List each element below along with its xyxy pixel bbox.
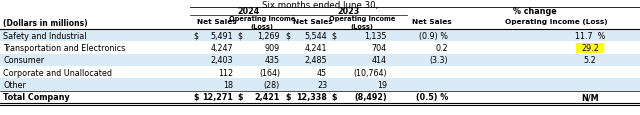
Text: 4,247: 4,247 <box>211 44 233 53</box>
Text: 29.2: 29.2 <box>581 44 599 53</box>
Text: Six months ended June 30,: Six months ended June 30, <box>262 1 378 10</box>
Text: $: $ <box>331 93 337 102</box>
Text: 909: 909 <box>265 44 280 53</box>
Text: % change: % change <box>513 7 557 16</box>
Text: (164): (164) <box>259 68 280 77</box>
Text: $: $ <box>193 32 198 40</box>
Text: (0.9) %: (0.9) % <box>419 32 448 40</box>
Text: (10,764): (10,764) <box>353 68 387 77</box>
Text: 112: 112 <box>218 68 233 77</box>
Text: $: $ <box>285 93 291 102</box>
Text: (3.3): (3.3) <box>429 56 448 65</box>
Text: 2,403: 2,403 <box>211 56 233 65</box>
Text: 23: 23 <box>317 80 327 89</box>
Text: 2,421: 2,421 <box>255 93 280 102</box>
Text: 414: 414 <box>372 56 387 65</box>
Bar <box>0 54 640 66</box>
Text: 5.2: 5.2 <box>584 56 596 65</box>
Text: (28): (28) <box>264 80 280 89</box>
Text: Consumer: Consumer <box>3 56 44 65</box>
Text: Total Company: Total Company <box>3 93 70 102</box>
Text: Safety and Industrial: Safety and Industrial <box>3 32 86 40</box>
Text: Net Sales: Net Sales <box>412 19 452 25</box>
Text: 11.7  %: 11.7 % <box>575 32 605 40</box>
Text: 1,135: 1,135 <box>365 32 387 40</box>
Text: $: $ <box>331 32 336 40</box>
Text: 435: 435 <box>265 56 280 65</box>
Text: Transportation and Electronics: Transportation and Electronics <box>3 44 125 53</box>
Text: (Dollars in millions): (Dollars in millions) <box>3 19 88 27</box>
Text: N/M: N/M <box>581 93 599 102</box>
Text: Corporate and Unallocated: Corporate and Unallocated <box>3 68 112 77</box>
Text: 12,338: 12,338 <box>296 93 327 102</box>
Text: Operating Income
(Loss): Operating Income (Loss) <box>229 16 295 30</box>
Bar <box>0 1 640 30</box>
Text: (8,492): (8,492) <box>355 93 387 102</box>
Text: 0.2: 0.2 <box>435 44 448 53</box>
Bar <box>0 30 640 42</box>
Text: 2023: 2023 <box>337 7 359 16</box>
Text: Operating Income
(Loss): Operating Income (Loss) <box>329 16 395 30</box>
Bar <box>576 43 604 53</box>
Text: 2024: 2024 <box>237 7 259 16</box>
Bar <box>0 66 640 79</box>
Bar <box>0 91 640 103</box>
Text: $: $ <box>285 32 290 40</box>
Text: $: $ <box>237 32 242 40</box>
Text: Operating Income (Loss): Operating Income (Loss) <box>505 19 607 25</box>
Text: $: $ <box>237 93 243 102</box>
Text: 18: 18 <box>223 80 233 89</box>
Bar <box>0 79 640 91</box>
Text: 19: 19 <box>377 80 387 89</box>
Text: 5,491: 5,491 <box>211 32 233 40</box>
Text: Other: Other <box>3 80 26 89</box>
Text: $: $ <box>193 93 198 102</box>
Text: 12,271: 12,271 <box>202 93 233 102</box>
Text: 5,544: 5,544 <box>305 32 327 40</box>
Text: (0.5) %: (0.5) % <box>416 93 448 102</box>
Text: Net Sales: Net Sales <box>197 19 237 25</box>
Text: 45: 45 <box>317 68 327 77</box>
Text: 1,269: 1,269 <box>257 32 280 40</box>
Text: Net Sales: Net Sales <box>293 19 333 25</box>
Bar <box>0 42 640 54</box>
Text: 4,241: 4,241 <box>305 44 327 53</box>
Text: 704: 704 <box>372 44 387 53</box>
Text: 2,485: 2,485 <box>305 56 327 65</box>
